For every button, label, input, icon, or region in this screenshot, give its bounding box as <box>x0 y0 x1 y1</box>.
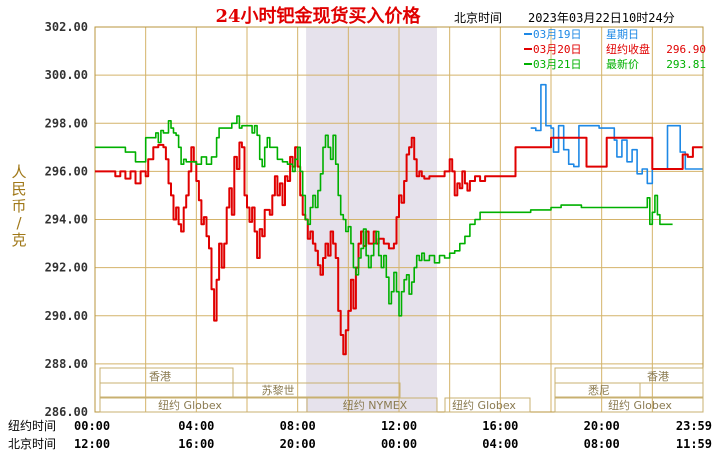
bj-time-row-label: 北京时间 <box>8 437 56 451</box>
y-tick-label: 290.00 <box>45 309 88 323</box>
chart-title: 24小时钯金现货买入价格 <box>215 5 421 27</box>
y-tick-label: 288.00 <box>45 357 88 371</box>
y-label-char: / <box>16 214 22 232</box>
bj-tick-label: 00:00 <box>381 437 417 451</box>
bj-tick-label: 11:59 <box>676 437 712 451</box>
ny-tick-label: 12:00 <box>381 419 417 433</box>
bj-tick-label: 12:00 <box>74 437 110 451</box>
legend-date-3: 03月21日 <box>533 58 582 71</box>
legend-label-2: 纽约收盘 <box>606 42 650 56</box>
ny-tick-label: 08:00 <box>280 419 316 433</box>
bj-tick-label: 16:00 <box>178 437 214 451</box>
ny-tick-label: 20:00 <box>584 419 620 433</box>
ny-time-row-label: 纽约时间 <box>8 418 56 433</box>
ny-tick-label: 04:00 <box>178 419 214 433</box>
legend-label-3: 最新价 <box>606 57 639 71</box>
y-tick-label: 292.00 <box>45 261 88 275</box>
market-box-sydney-right <box>639 382 704 398</box>
market-box-globex-3 <box>554 397 704 413</box>
y-tick-label: 298.00 <box>45 116 88 130</box>
series-line-3 <box>95 115 673 317</box>
bj-tick-label: 20:00 <box>280 437 316 451</box>
legend-date-1: 03月19日 <box>533 28 582 41</box>
ny-tick-label: 00:00 <box>74 419 110 433</box>
market-label-globex-3: 纽约 Globex <box>608 398 672 412</box>
bj-tick-label: 08:00 <box>584 437 620 451</box>
y-label-char: 人 <box>11 163 26 181</box>
timezone-label: 北京时间 <box>454 11 502 25</box>
y-tick-label: 302.00 <box>45 20 88 34</box>
market-label-nymex: 纽约 NYMEX <box>343 398 408 412</box>
market-box-globex-2 <box>444 397 531 413</box>
y-label-char: 克 <box>11 231 26 249</box>
market-box-nymex <box>306 397 438 413</box>
market-box-zurich <box>232 382 401 398</box>
ny-tick-label: 16:00 <box>482 419 518 433</box>
legend-label-1: 星期日 <box>606 28 639 41</box>
y-axis-label: 人民币/克 <box>11 163 26 249</box>
market-label-sydney: 悉尼 <box>588 384 610 397</box>
market-label-globex-1: 纽约 Globex <box>158 398 222 412</box>
market-label-hk-right: 香港 <box>647 370 669 383</box>
y-tick-label: 296.00 <box>45 164 88 178</box>
y-label-char: 民 <box>11 180 26 198</box>
market-label-hk-left: 香港 <box>149 370 171 383</box>
y-tick-label: 286.00 <box>45 405 88 419</box>
update-datetime: 2023年03月22日10时24分 <box>528 11 675 25</box>
legend: 03月19日 星期日 03月20日 纽约收盘 296.90 03月21日 最新价 293.81 <box>524 28 706 71</box>
market-label-zurich: 苏黎世 <box>262 383 295 397</box>
bj-tick-label: 04:00 <box>482 437 518 451</box>
y-axis-ticks: 302.00 300.00 298.00 296.00 294.00 292.00 290.… <box>45 20 88 419</box>
y-label-char: 币 <box>11 197 26 215</box>
series-group <box>95 83 703 356</box>
ny-tick-label: 23:59 <box>676 419 712 433</box>
y-tick-label: 294.00 <box>45 213 88 227</box>
legend-value-3: 293.81 <box>666 58 706 71</box>
market-label-globex-2: 纽约 Globex <box>452 398 516 412</box>
legend-date-2: 03月20日 <box>533 43 582 56</box>
legend-value-2: 296.90 <box>666 43 706 56</box>
y-tick-label: 300.00 <box>45 68 88 82</box>
